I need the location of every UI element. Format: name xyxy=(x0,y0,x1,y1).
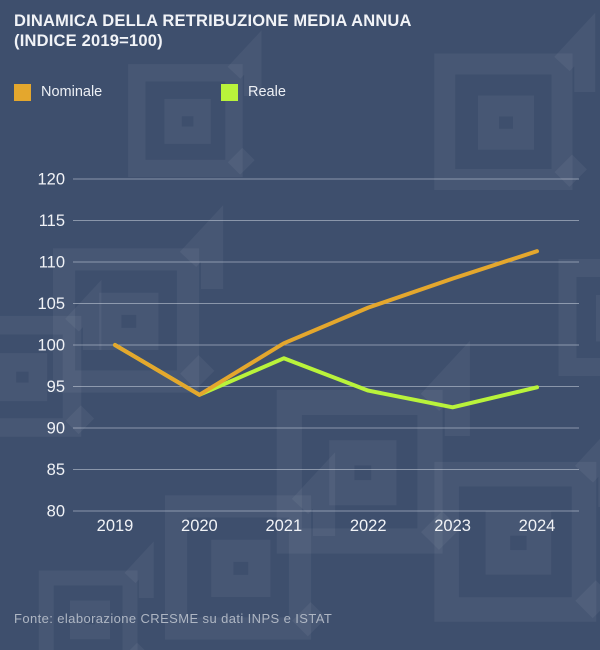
y-axis-tick-label: 115 xyxy=(39,212,65,230)
legend: Nominale Reale xyxy=(0,83,600,103)
legend-swatch-reale xyxy=(221,83,238,101)
y-axis-tick-label: 105 xyxy=(37,295,65,313)
reale-line xyxy=(113,343,539,410)
nominale-line xyxy=(113,249,539,397)
y-axis-tick-label: 120 xyxy=(37,171,65,189)
x-axis-tick-label: 2020 xyxy=(181,517,218,535)
x-axis-tick-label: 2023 xyxy=(434,517,471,535)
legend-item-reale: Reale xyxy=(221,83,286,101)
y-axis-tick-label: 100 xyxy=(37,337,65,355)
legend-swatch-nominale xyxy=(14,83,31,101)
y-axis-tick-label: 80 xyxy=(47,503,65,521)
chart-title-line1: DINAMICA DELLA RETRIBUZIONE MEDIA ANNUA xyxy=(14,12,412,30)
y-axis-tick-label: 110 xyxy=(39,254,65,272)
x-axis-tick-label: 2019 xyxy=(97,517,134,535)
x-axis-tick-label: 2022 xyxy=(350,517,387,535)
legend-label-nominale: Nominale xyxy=(41,84,103,100)
x-axis-tick-label: 2024 xyxy=(519,517,556,535)
chart-title-line2: (INDICE 2019=100) xyxy=(14,31,163,50)
legend-item-nominale: Nominale xyxy=(14,83,102,101)
x-axis-tick-label: 2021 xyxy=(265,517,302,535)
source-note: Fonte: elaborazione CRESME su dati INPS … xyxy=(14,611,333,626)
legend-label-reale: Reale xyxy=(248,84,286,100)
y-axis-tick-label: 85 xyxy=(47,461,65,479)
y-axis-tick-label: 95 xyxy=(47,378,65,396)
chart-title: DINAMICA DELLA RETRIBUZIONE MEDIA ANNUA … xyxy=(14,12,412,52)
y-axis-tick-label: 90 xyxy=(47,420,65,438)
